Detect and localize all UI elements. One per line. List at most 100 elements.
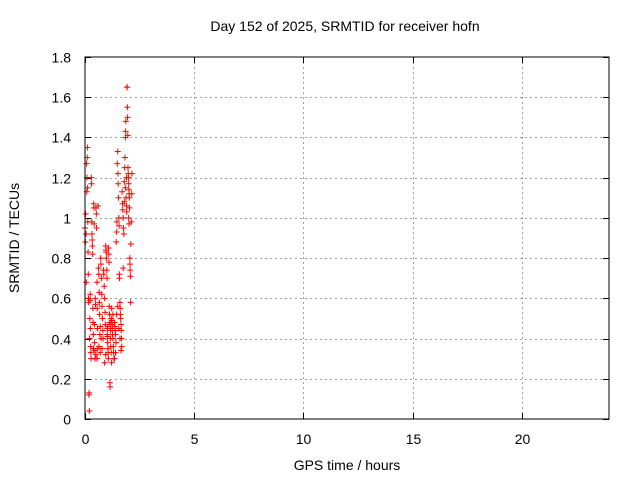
data-point (98, 291, 105, 298)
data-point (113, 218, 120, 225)
data-point (93, 210, 100, 217)
data-point (97, 349, 104, 356)
data-point (105, 245, 112, 252)
data-point (104, 339, 111, 346)
data-point (86, 335, 93, 342)
data-point (112, 331, 119, 338)
data-point (113, 228, 120, 235)
data-point (85, 249, 92, 256)
data-point (120, 224, 127, 231)
data-point (113, 311, 120, 318)
y-tick-label: 0.8 (52, 251, 72, 267)
data-point (83, 230, 90, 237)
data-point (100, 271, 107, 278)
data-point (119, 206, 126, 213)
plot-frame (84, 56, 610, 420)
data-point (115, 325, 122, 332)
data-point (98, 335, 105, 342)
data-point (89, 237, 96, 244)
data-point (126, 261, 133, 268)
x-tick-label: 20 (515, 431, 531, 447)
data-point (87, 291, 94, 298)
data-point (84, 184, 91, 191)
data-point (99, 327, 106, 334)
chart-title: Day 152 of 2025, SRMTID for receiver hof… (210, 18, 480, 34)
data-point (86, 389, 93, 396)
data-point (96, 311, 103, 318)
data-point (95, 265, 102, 272)
data-point (123, 202, 130, 209)
data-point (83, 160, 90, 167)
data-point (125, 180, 132, 187)
y-tick-label: 0.4 (52, 332, 72, 348)
data-point (116, 335, 123, 342)
data-point (102, 309, 109, 316)
data-point (124, 104, 131, 111)
x-tick-label: 0 (82, 431, 90, 447)
data-point (92, 351, 99, 358)
data-point (103, 255, 110, 262)
y-tick-label: 1 (63, 211, 71, 227)
y-tick-label: 1.2 (52, 171, 72, 187)
data-point (95, 343, 102, 350)
data-point (83, 279, 90, 286)
data-point (126, 194, 133, 201)
data-point (114, 148, 121, 155)
data-point (122, 128, 129, 135)
y-tick-label: 1.4 (52, 130, 72, 146)
data-point (127, 273, 134, 280)
data-point (114, 170, 121, 177)
data-point (124, 132, 131, 139)
data-point (91, 220, 98, 227)
data-point (114, 303, 121, 310)
data-point (118, 343, 125, 350)
data-point (96, 331, 103, 338)
data-point (95, 202, 102, 209)
data-point (121, 154, 128, 161)
data-point (89, 251, 96, 258)
data-point (97, 261, 104, 268)
data-point (112, 349, 119, 356)
data-point (105, 251, 112, 258)
data-point (91, 321, 98, 328)
data-point (99, 345, 106, 352)
data-point (127, 299, 134, 306)
data-point (97, 255, 104, 262)
data-point (116, 299, 123, 306)
data-point (117, 315, 124, 322)
data-point (101, 295, 108, 302)
data-point (101, 359, 108, 366)
axis-ticks: 0 0.2 0.4 0.6 0.8 1 1.2 1.4 1.6 1.8 0 5 10 15 20 (52, 50, 609, 447)
data-point (118, 347, 125, 354)
data-point (127, 241, 134, 248)
data-point (87, 325, 94, 332)
data-point (105, 355, 112, 362)
data-point (86, 407, 93, 414)
data-point (125, 214, 132, 221)
data-point (106, 259, 113, 266)
data-point (86, 315, 93, 322)
data-point (121, 198, 128, 205)
data-point (103, 267, 110, 274)
data-point (87, 349, 94, 356)
data-point (116, 222, 123, 229)
x-axis-label: GPS time / hours (293, 457, 401, 473)
data-point (126, 204, 133, 211)
data-point (96, 299, 103, 306)
data-point (108, 359, 115, 366)
data-point (99, 315, 106, 322)
data-point (88, 180, 95, 187)
data-point (120, 265, 127, 272)
data-point (97, 323, 104, 330)
data-point (92, 301, 99, 308)
x-tick-label: 10 (296, 431, 312, 447)
grid-lines (85, 57, 609, 419)
data-point (108, 305, 115, 312)
data-point (102, 351, 109, 358)
data-point (123, 174, 130, 181)
data-point (95, 271, 102, 278)
data-point (104, 275, 111, 282)
data-point (87, 297, 94, 304)
data-point (104, 331, 111, 338)
